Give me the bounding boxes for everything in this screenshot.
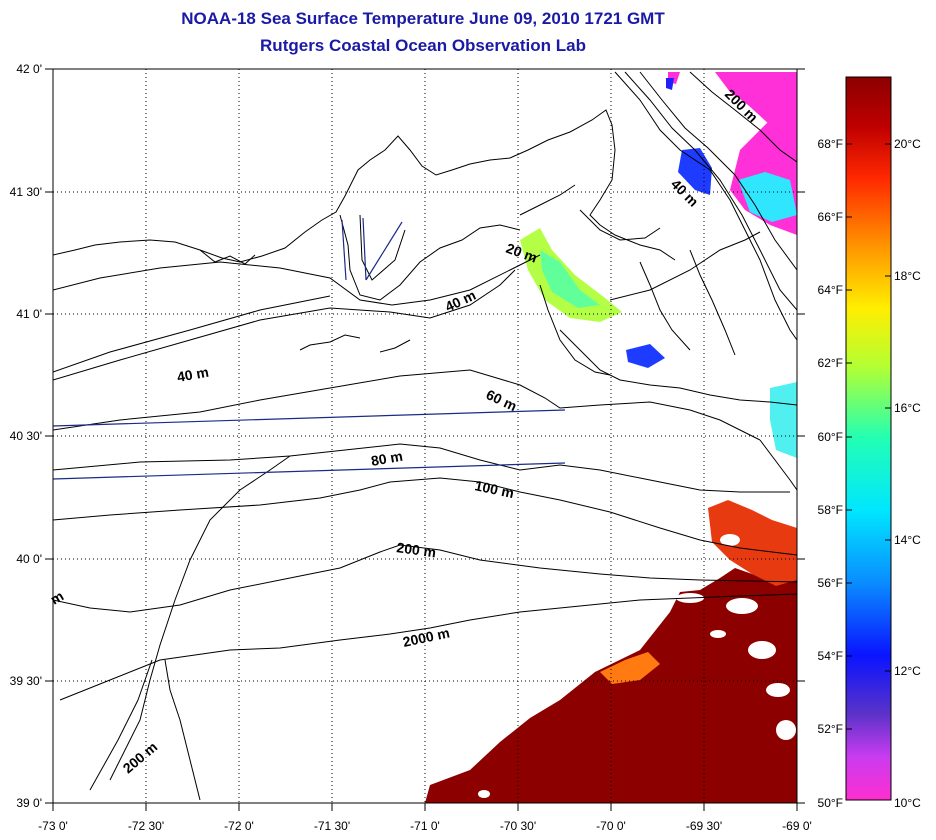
f-label: 68°F — [818, 137, 843, 151]
c-label: 20°C — [894, 137, 921, 151]
celsius-labels: 20°C 18°C 16°C 14°C 12°C 10°C — [894, 137, 921, 810]
canyon-contour-b — [89, 659, 153, 791]
cool-water-patch — [520, 228, 622, 322]
lat-label: 39 30' — [10, 674, 42, 688]
contour-80m — [53, 443, 790, 493]
latitude-labels: 42 0' 41 30' 41 0' 40 30' 40 0' 39 30' 3… — [10, 62, 42, 810]
contour-ne-2 — [624, 71, 797, 311]
coastline — [53, 109, 676, 263]
lat-label: 40 0' — [16, 552, 42, 566]
transect-south — [52, 462, 566, 480]
island-ne — [609, 231, 761, 301]
inlet-h — [379, 339, 411, 353]
c-label: 16°C — [894, 401, 921, 415]
depth-label-2000m: 2000 m — [401, 624, 451, 650]
map-title: NOAA-18 Sea Surface Temperature June 09,… — [181, 9, 665, 28]
f-label: 62°F — [818, 356, 843, 370]
contour-100m — [53, 477, 797, 556]
transect-bay-3 — [365, 221, 403, 281]
inlet-f — [689, 249, 736, 356]
lon-label: -72 30' — [128, 819, 164, 833]
inlet-b — [579, 209, 661, 241]
inlet-c — [539, 284, 611, 376]
cool-water-core — [540, 250, 600, 308]
c-label: 14°C — [894, 533, 921, 547]
lon-label: -71 30' — [314, 819, 350, 833]
f-label: 58°F — [818, 503, 843, 517]
transect-north — [52, 409, 566, 427]
graticule — [53, 69, 797, 803]
depth-label-m-west: m — [48, 588, 67, 608]
c-label: 12°C — [894, 664, 921, 678]
contour-ne-4 — [689, 71, 797, 163]
inlet-e — [639, 261, 691, 351]
f-label: 64°F — [818, 283, 843, 297]
fahrenheit-labels: 68°F 66°F 64°F 62°F 60°F 58°F 56°F 54°F … — [818, 137, 843, 810]
cold-water-blue-south — [626, 344, 665, 368]
contour-60m — [53, 369, 761, 441]
warm-front — [600, 652, 660, 684]
lon-label: -71 0' — [410, 819, 440, 833]
depth-label-60m: 60 m — [484, 386, 520, 414]
cold-water-southeast — [770, 382, 797, 458]
colorbar-gradient — [845, 76, 892, 801]
map-subtitle: Rutgers Coastal Ocean Observation Lab — [260, 36, 586, 55]
cold-water-patch-north — [715, 72, 797, 125]
inlet-g — [299, 334, 361, 351]
contour-200m — [53, 544, 797, 613]
lat-label: 39 0' — [16, 796, 42, 810]
contour-ne-1 — [614, 71, 797, 341]
longitude-labels: -73 0' -72 30' -72 0' -71 30' -71 0' -70… — [38, 819, 812, 833]
depth-label-80m: 80 m — [370, 448, 404, 469]
cold-water-cyan — [738, 172, 797, 222]
f-label: 52°F — [818, 722, 843, 736]
lat-label: 42 0' — [16, 62, 42, 76]
depth-label-40m-mid: 40 m — [443, 287, 479, 315]
transects — [52, 217, 566, 480]
depth-label-200m-mid: 200 m — [396, 539, 438, 560]
canyon-contour-c — [164, 659, 201, 801]
inlet-d — [519, 184, 576, 216]
c-label: 10°C — [894, 796, 921, 810]
lon-label: -70 30' — [500, 819, 536, 833]
colorbar: 68°F 66°F 64°F 62°F 60°F 58°F 56°F 54°F … — [818, 76, 921, 810]
land-outline-b — [359, 214, 406, 281]
contours — [53, 71, 797, 801]
contour-east-b — [759, 439, 797, 491]
lat-label: 40 30' — [10, 429, 42, 443]
depth-label-40m-west: 40 m — [176, 364, 210, 385]
lon-label: -69 30' — [686, 819, 722, 833]
colorbar-ticks — [846, 143, 891, 730]
contour-40m — [53, 269, 516, 381]
f-label: 54°F — [818, 649, 843, 663]
f-label: 50°F — [818, 796, 843, 810]
c-label: 18°C — [894, 269, 921, 283]
lat-label: 41 30' — [10, 185, 42, 199]
lon-label: -73 0' — [38, 819, 68, 833]
warm-water-shelf-edge — [708, 500, 797, 586]
blue-fleck — [666, 78, 674, 90]
lat-label: 41 0' — [16, 307, 42, 321]
contour-40m-b — [53, 295, 331, 373]
lon-label: -69 0' — [782, 819, 812, 833]
lon-label: -72 0' — [224, 819, 254, 833]
depth-label-100m: 100 m — [473, 477, 515, 501]
contour-ne-3 — [639, 71, 797, 271]
f-label: 66°F — [818, 210, 843, 224]
f-label: 60°F — [818, 430, 843, 444]
land-outline-a — [339, 214, 521, 301]
cloud-gaps — [478, 534, 796, 798]
contour-20m-north — [53, 254, 541, 306]
f-label: 56°F — [818, 576, 843, 590]
depth-label-200m-sw: 200 m — [120, 739, 161, 777]
tick-marks — [45, 68, 805, 811]
canyon-contour — [109, 455, 291, 781]
transect-bay-2 — [362, 217, 367, 281]
contour-east — [559, 329, 797, 406]
lon-label: -70 0' — [596, 819, 626, 833]
transect-bay-1 — [341, 219, 347, 281]
inlet-a — [199, 249, 256, 265]
contour-2000m — [59, 593, 797, 701]
